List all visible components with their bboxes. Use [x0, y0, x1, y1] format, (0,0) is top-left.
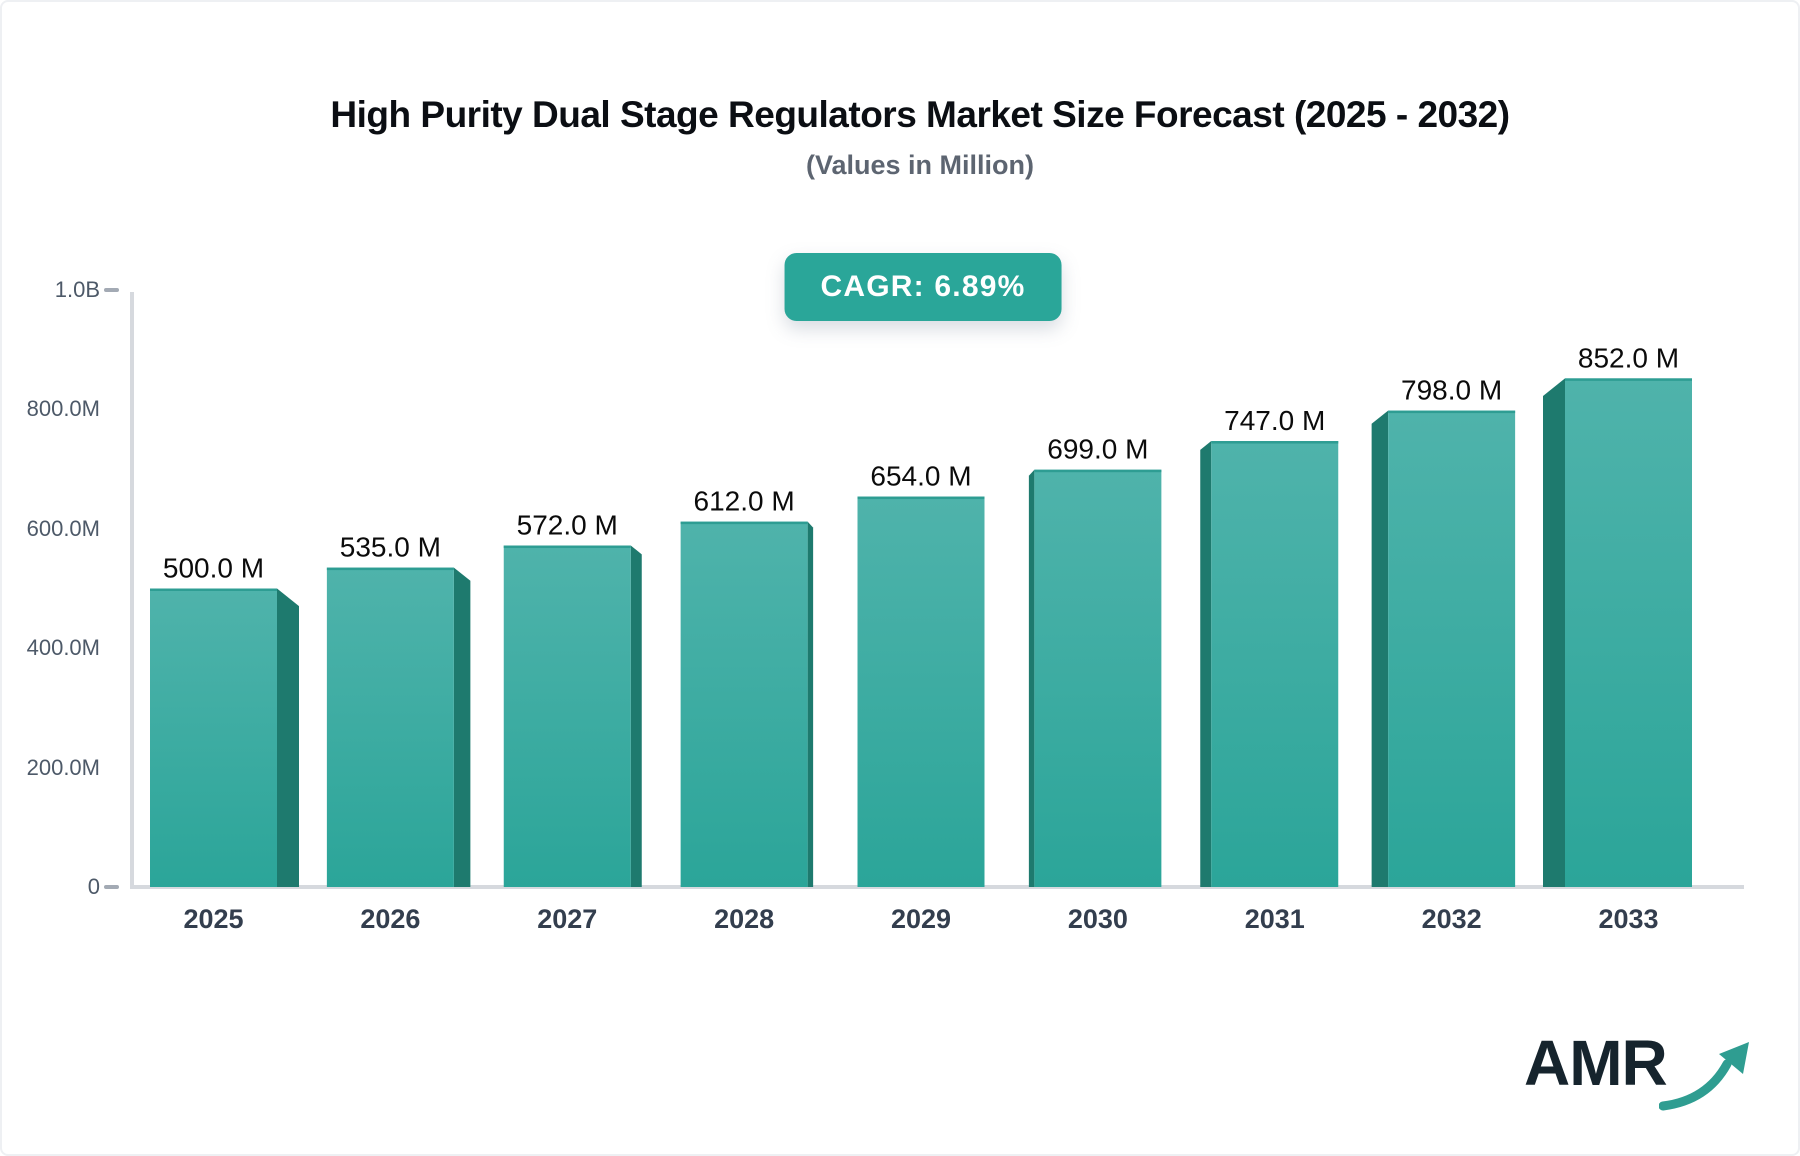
amr-logo: AMR	[1524, 1028, 1751, 1116]
chart-title: High Purity Dual Stage Regulators Market…	[330, 94, 1510, 135]
bar-top-edge	[326, 567, 454, 571]
bar-side-face	[1371, 410, 1389, 887]
bar-value-label: 535.0 M	[340, 532, 441, 563]
bar-side-face	[1543, 378, 1565, 887]
bar-side-face	[807, 521, 814, 887]
bar-value-label: 612.0 M	[694, 486, 795, 517]
bar-top-edge	[1211, 441, 1339, 444]
x-tick-label: 2025	[183, 904, 243, 934]
bar-top-edge	[150, 588, 277, 591]
bar-front-face	[680, 521, 808, 887]
bar-side-face	[630, 545, 642, 887]
bar-value-label: 500.0 M	[163, 553, 264, 584]
bar-value-label: 654.0 M	[870, 461, 971, 492]
bar-2026[interactable]: 535.0 M 2026	[326, 532, 471, 934]
x-tick-label: 2030	[1068, 904, 1128, 934]
bar-top-edge	[680, 521, 808, 525]
bar-2025[interactable]: 500.0 M 2025	[150, 553, 299, 935]
bar-front-face	[1211, 441, 1339, 887]
y-axis-line	[130, 292, 134, 888]
bar-2029[interactable]: 654.0 M 2029	[857, 461, 985, 934]
y-tick-label: 800.0M	[26, 396, 100, 422]
logo-growth-arrow-icon	[1658, 1042, 1749, 1111]
bar-side-face	[1200, 441, 1212, 887]
bar-front-face	[1388, 410, 1516, 887]
bar-side-face	[277, 588, 299, 887]
bar-front-face	[503, 545, 631, 887]
y-tick-label: 200.0M	[26, 754, 100, 780]
bar-value-label: 747.0 M	[1224, 405, 1325, 436]
bar-top-edge	[1388, 410, 1516, 414]
y-tick-label: 600.0M	[26, 515, 100, 541]
amr-logo-text: AMR	[1524, 1027, 1668, 1099]
y-tick-mark	[104, 885, 119, 889]
bar-2027[interactable]: 572.0 M 2027	[503, 510, 642, 934]
bar-value-label: 798.0 M	[1401, 375, 1502, 406]
y-tick-label: 400.0M	[26, 635, 100, 661]
bar-top-edge	[1565, 378, 1692, 381]
bar-side-face	[453, 567, 471, 887]
x-tick-label: 2028	[714, 904, 774, 934]
x-tick-label: 2029	[891, 904, 951, 934]
bar-value-label: 699.0 M	[1047, 434, 1148, 465]
bar-2033[interactable]: 852.0 M 2033	[1543, 342, 1692, 934]
bar-value-label: 572.0 M	[517, 510, 618, 541]
bar-side-face	[1028, 469, 1035, 887]
bar-front-face	[1034, 469, 1162, 887]
bar-value-label: 852.0 M	[1578, 342, 1679, 373]
cagr-badge: CAGR: 6.89%	[784, 253, 1062, 321]
bar-front-face	[1565, 378, 1692, 887]
bar-top-edge	[503, 545, 631, 549]
y-tick-label: 0	[87, 874, 100, 899]
x-tick-label: 2031	[1245, 904, 1305, 934]
bar-front-face	[150, 588, 277, 887]
x-tick-label: 2032	[1422, 904, 1482, 934]
x-tick-label: 2027	[537, 904, 597, 934]
bar-2028[interactable]: 612.0 M 2028	[680, 486, 814, 934]
bar-2031[interactable]: 747.0 M 2031	[1200, 405, 1339, 934]
bar-front-face	[857, 496, 985, 887]
y-tick-mark	[104, 288, 119, 292]
bar-front-face	[326, 567, 454, 887]
bar-top-edge	[857, 496, 985, 500]
x-tick-label: 2033	[1598, 904, 1658, 934]
bar-top-edge	[1034, 469, 1162, 473]
bar-2032[interactable]: 798.0 M 2032	[1371, 375, 1516, 934]
x-tick-label: 2026	[360, 904, 420, 934]
bar-2030[interactable]: 699.0 M 2030	[1028, 434, 1162, 934]
y-tick-label: 1.0B	[54, 277, 100, 302]
chart-subtitle: (Values in Million)	[805, 150, 1035, 180]
